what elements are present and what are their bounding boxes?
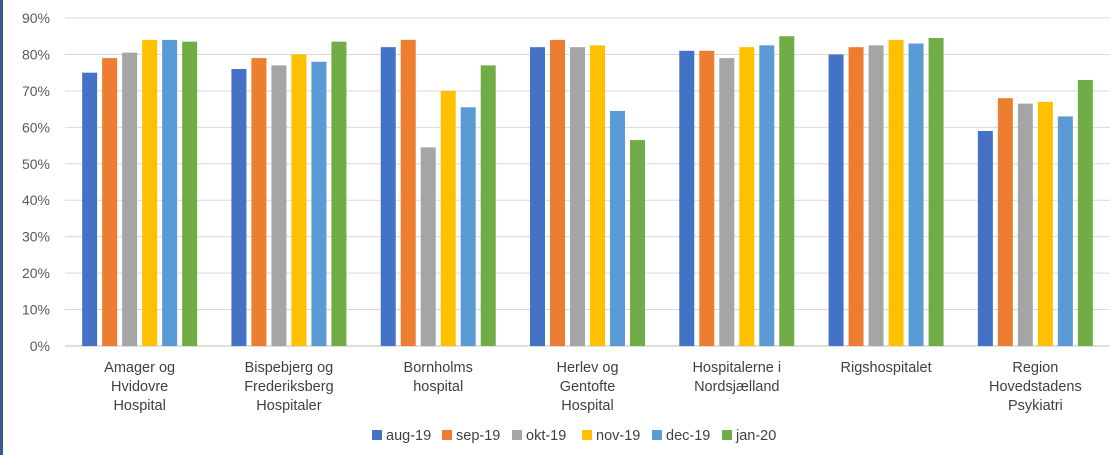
bar-aug-19-6 — [828, 54, 844, 346]
bar-dec-19-6 — [908, 43, 924, 347]
bar-okt-19-4 — [570, 47, 585, 347]
bar-aug-19-7 — [977, 130, 993, 346]
category-label-line: Hvidovre — [111, 379, 168, 395]
legend-label-sep-19: sep-19 — [456, 428, 500, 444]
bar-aug-19-1 — [82, 72, 98, 347]
bar-sep-19-5 — [699, 50, 715, 347]
legend-swatch-jan-20 — [722, 430, 732, 440]
category-label: Rigshospitalet — [841, 360, 932, 376]
legend-label-okt-19: okt-19 — [526, 428, 566, 444]
bar-nov-19-1 — [142, 39, 158, 346]
y-tick-label: 20% — [22, 265, 50, 281]
category-label-line: Hospital — [113, 398, 165, 414]
legend-label-nov-19: nov-19 — [596, 428, 640, 444]
bar-sep-19-3 — [400, 39, 416, 346]
legend-swatch-dec-19 — [652, 430, 662, 440]
bar-dec-19-2 — [311, 61, 327, 346]
bar-dec-19-7 — [1057, 116, 1073, 347]
bar-okt-19-1 — [122, 52, 138, 346]
legend-label-aug-19: aug-19 — [386, 428, 431, 444]
legend-swatch-sep-19 — [442, 430, 452, 440]
y-tick-label: 70% — [22, 83, 50, 99]
bar-nov-19-4 — [590, 45, 605, 346]
bar-sep-19-1 — [102, 58, 118, 346]
category-label-line: Psykiatri — [1008, 398, 1063, 414]
category-label: Bispebjerg og Frederiksberg Hospitaler — [244, 360, 333, 414]
y-tick-label: 50% — [22, 156, 50, 172]
y-tick-label: 80% — [22, 46, 50, 62]
y-tick-label: 30% — [22, 229, 50, 245]
category-label-line: Herlev og — [556, 360, 618, 376]
bar-sep-19-7 — [997, 98, 1013, 346]
bar-nov-19-7 — [1037, 101, 1053, 346]
y-tick-label: 0% — [30, 338, 50, 354]
bar-nov-19-3 — [440, 90, 456, 346]
legend-label-jan-20: jan-20 — [735, 428, 776, 444]
category-label: Amager og Hvidovre Hospital — [104, 360, 175, 414]
category-label-line: hospital — [413, 379, 463, 395]
bar-okt-19-7 — [1017, 103, 1033, 347]
category-label: Region Hovedstadens Psykiatri — [989, 360, 1082, 414]
left-edge-rule — [0, 0, 3, 455]
y-tick-label: 10% — [22, 302, 50, 318]
y-tick-label: 90% — [22, 10, 50, 26]
bar-jan-20-1 — [182, 41, 198, 346]
category-label-line: Hospitalerne i — [692, 360, 781, 376]
category-label-line: Hospitaler — [256, 398, 321, 414]
bar-dec-19-5 — [759, 45, 775, 346]
bar-okt-19-3 — [420, 147, 436, 346]
bar-sep-19-4 — [550, 39, 565, 346]
legend-swatch-nov-19 — [582, 430, 592, 440]
category-label: Herlev og Gentofte Hospital — [556, 360, 618, 414]
y-tick-label: 60% — [22, 119, 50, 135]
bar-aug-19-5 — [679, 50, 695, 347]
bar-nov-19-2 — [291, 54, 307, 346]
category-label-line: Bispebjerg og — [245, 360, 334, 376]
bar-jan-20-4 — [630, 140, 645, 346]
bar-jan-20-3 — [480, 65, 496, 346]
bar-dec-19-4 — [610, 110, 625, 346]
bar-jan-20-7 — [1077, 79, 1093, 346]
category-label-line: Bornholms — [404, 360, 473, 376]
bar-dec-19-3 — [460, 107, 476, 347]
legend-swatch-okt-19 — [512, 430, 522, 440]
bar-dec-19-1 — [162, 39, 178, 346]
category-label: Bornholms hospital — [404, 360, 473, 395]
bar-sep-19-6 — [848, 47, 864, 347]
category-label: Hospitalerne i Nordsjælland — [692, 360, 781, 395]
bar-sep-19-2 — [251, 58, 267, 346]
category-label-line: Hovedstadens — [989, 379, 1082, 395]
bar-okt-19-5 — [719, 58, 735, 346]
bar-nov-19-6 — [888, 39, 904, 346]
legend-label-dec-19: dec-19 — [666, 428, 710, 444]
category-label-line: Hospital — [561, 398, 613, 414]
bar-jan-20-5 — [779, 36, 795, 346]
category-label-line: Region — [1012, 360, 1058, 376]
category-label-line: Amager og — [104, 360, 175, 376]
legend-swatch-aug-19 — [372, 430, 382, 440]
bar-okt-19-6 — [868, 45, 884, 346]
y-tick-label: 40% — [22, 192, 50, 208]
category-label-line: Gentofte — [560, 379, 616, 395]
category-label-line: Rigshospitalet — [841, 360, 932, 376]
bar-aug-19-2 — [231, 69, 247, 347]
bar-aug-19-4 — [530, 47, 545, 347]
category-label-line: Frederiksberg — [244, 379, 333, 395]
bar-jan-20-2 — [331, 41, 347, 346]
bar-nov-19-5 — [739, 47, 755, 347]
bar-aug-19-3 — [380, 47, 396, 347]
bar-okt-19-2 — [271, 65, 287, 346]
category-label-line: Nordsjælland — [694, 379, 779, 395]
bar-jan-20-6 — [928, 38, 944, 347]
